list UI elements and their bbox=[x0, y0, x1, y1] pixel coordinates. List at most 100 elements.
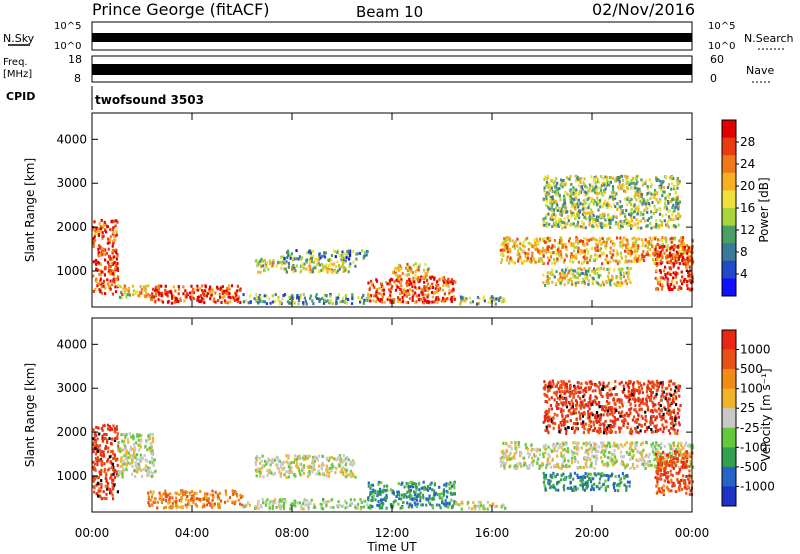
range-cell bbox=[569, 223, 572, 227]
range-cell bbox=[578, 216, 581, 219]
range-cell bbox=[419, 499, 422, 503]
range-cell bbox=[93, 444, 96, 448]
range-cell bbox=[306, 251, 309, 255]
range-cell bbox=[269, 463, 272, 467]
range-cell bbox=[111, 258, 114, 262]
range-cell bbox=[627, 400, 630, 404]
range-cell bbox=[574, 224, 577, 228]
range-cell bbox=[211, 493, 215, 497]
range-cell bbox=[359, 300, 362, 304]
range-cell bbox=[558, 254, 561, 257]
range-cell bbox=[588, 221, 591, 224]
range-cell bbox=[578, 210, 582, 214]
range-cell bbox=[553, 275, 556, 279]
range-cell bbox=[413, 493, 417, 497]
range-cell bbox=[685, 462, 688, 466]
range-cell bbox=[306, 499, 309, 503]
range-cell bbox=[440, 492, 443, 496]
range-cell bbox=[422, 480, 425, 484]
range-cell bbox=[500, 243, 503, 247]
range-cell bbox=[442, 296, 445, 300]
cpid-label: CPID bbox=[6, 90, 35, 103]
range-cell bbox=[667, 193, 670, 197]
range-cell bbox=[171, 501, 174, 505]
range-cell bbox=[572, 198, 575, 201]
range-cell bbox=[302, 301, 305, 304]
range-cell bbox=[138, 433, 141, 437]
range-cell bbox=[445, 495, 449, 499]
range-cell bbox=[617, 221, 620, 225]
range-cell bbox=[350, 471, 353, 475]
range-cell bbox=[674, 190, 677, 194]
range-cell bbox=[577, 281, 580, 284]
range-cell bbox=[587, 449, 590, 453]
range-cell bbox=[686, 280, 689, 284]
range-cell bbox=[225, 289, 228, 293]
range-cell bbox=[409, 480, 412, 484]
range-cell bbox=[680, 252, 683, 256]
range-cell bbox=[92, 479, 95, 483]
range-cell bbox=[561, 390, 564, 393]
range-cell bbox=[155, 291, 158, 295]
range-cell bbox=[158, 497, 161, 501]
range-cell bbox=[674, 256, 677, 260]
range-cell bbox=[277, 467, 281, 470]
range-cell bbox=[528, 466, 531, 470]
range-cell bbox=[513, 452, 516, 456]
range-cell bbox=[551, 280, 554, 284]
range-cell bbox=[609, 219, 612, 222]
range-cell bbox=[585, 459, 588, 463]
range-cell bbox=[614, 205, 617, 209]
range-cell bbox=[645, 253, 648, 256]
range-cell bbox=[369, 506, 372, 510]
range-cell bbox=[337, 456, 340, 460]
range-cell bbox=[229, 296, 232, 300]
range-cell bbox=[523, 248, 526, 252]
range-cell bbox=[283, 473, 286, 477]
range-cell bbox=[588, 465, 591, 469]
range-cell bbox=[674, 225, 677, 229]
range-cell bbox=[627, 259, 630, 263]
range-cell bbox=[564, 268, 568, 272]
range-cell bbox=[617, 267, 620, 271]
range-cell bbox=[610, 451, 613, 455]
range-cell bbox=[142, 467, 145, 471]
range-cell bbox=[519, 454, 522, 458]
colorbar-tick-label: 28 bbox=[740, 135, 755, 149]
range-cell bbox=[372, 494, 375, 498]
range-cell bbox=[147, 293, 150, 297]
range-cell bbox=[501, 300, 504, 304]
range-cell bbox=[562, 456, 565, 460]
range-cell bbox=[622, 243, 625, 247]
range-cell bbox=[643, 199, 646, 203]
range-cell bbox=[302, 467, 305, 471]
range-cell bbox=[160, 294, 163, 298]
range-cell bbox=[122, 287, 125, 291]
range-cell bbox=[661, 261, 664, 264]
range-cell bbox=[445, 280, 448, 283]
range-cell bbox=[655, 424, 658, 428]
range-cell bbox=[553, 213, 556, 217]
range-cell bbox=[233, 502, 236, 506]
range-cell bbox=[558, 466, 561, 470]
range-cell bbox=[112, 472, 115, 476]
range-cell bbox=[594, 459, 598, 463]
range-cell bbox=[233, 297, 236, 301]
range-cell bbox=[556, 454, 559, 458]
range-cell bbox=[119, 447, 122, 451]
range-cell bbox=[545, 466, 548, 469]
range-cell bbox=[543, 237, 546, 240]
range-cell bbox=[278, 459, 281, 463]
range-cell bbox=[547, 452, 550, 456]
range-cell bbox=[563, 283, 566, 287]
range-cell bbox=[403, 288, 406, 292]
range-cell bbox=[160, 284, 163, 288]
range-cell bbox=[616, 236, 619, 240]
range-cell bbox=[689, 275, 692, 278]
range-cell bbox=[442, 493, 446, 497]
range-cell bbox=[595, 454, 598, 458]
range-cell bbox=[539, 257, 542, 260]
range-cell bbox=[674, 453, 677, 457]
range-cell bbox=[182, 285, 185, 289]
range-cell bbox=[615, 259, 618, 263]
